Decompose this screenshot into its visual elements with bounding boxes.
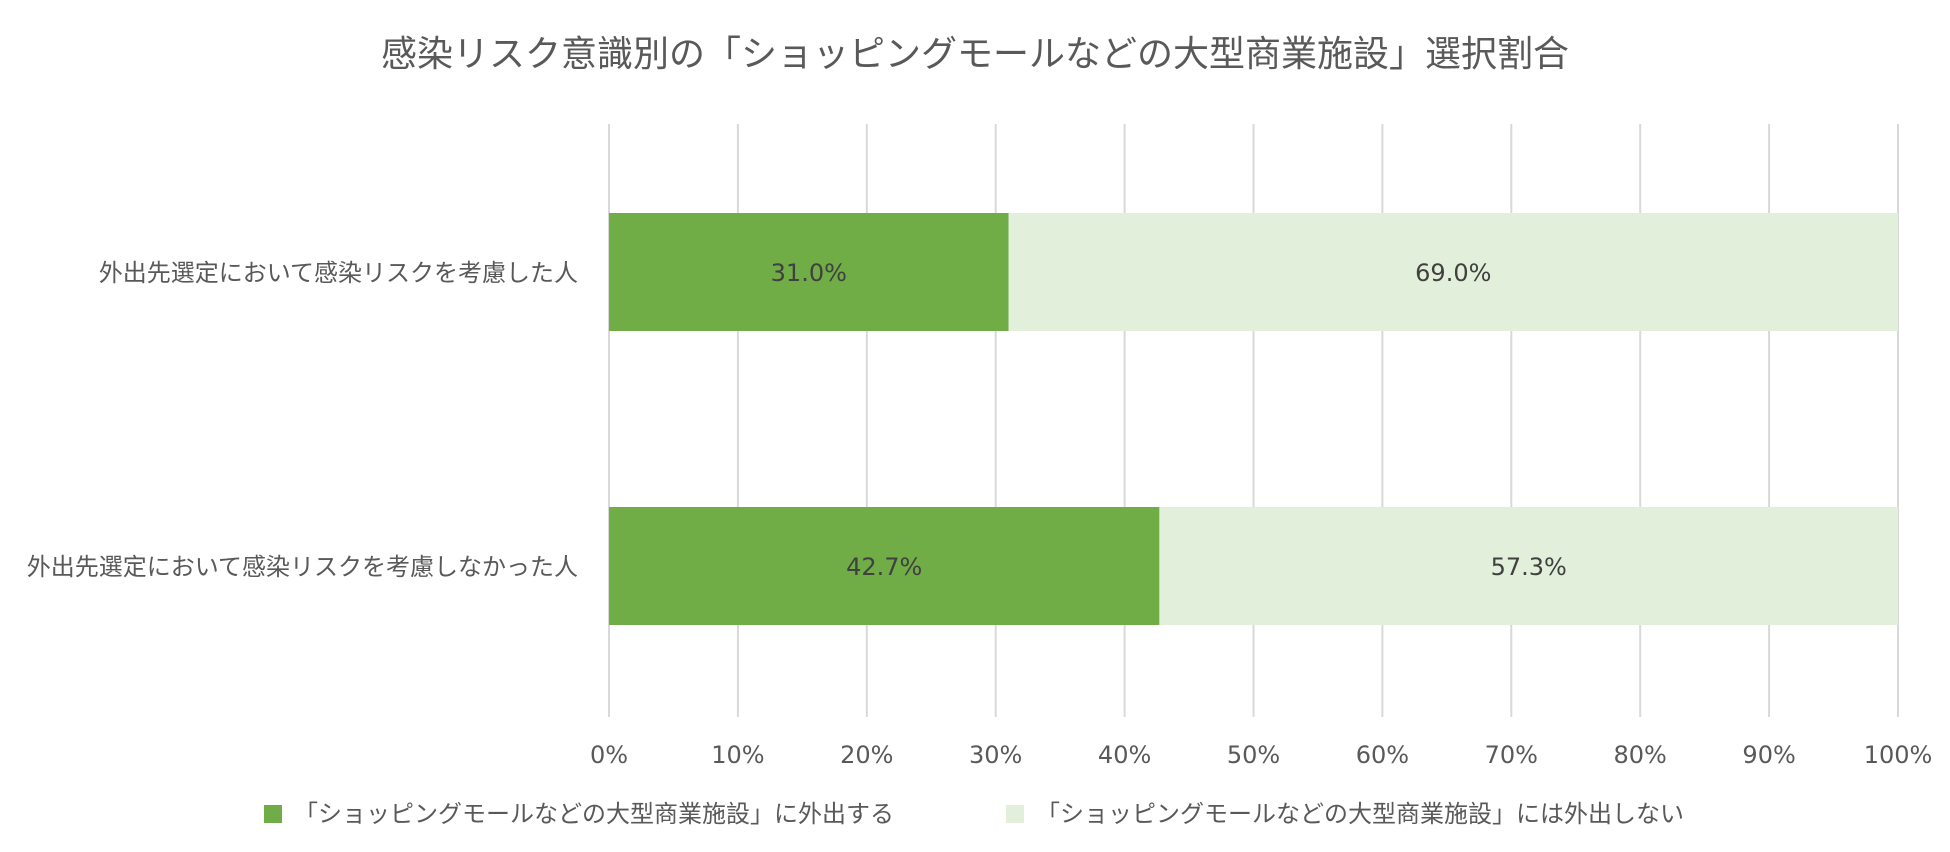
x-tick-label: 70% xyxy=(1485,741,1538,769)
legend: 「ショッピングモールなどの大型商業施設」に外出する 「ショッピングモールなどの大型… xyxy=(264,800,1684,828)
x-tick-label: 60% xyxy=(1356,741,1409,769)
gridlines xyxy=(608,124,1899,717)
x-tick-label: 0% xyxy=(590,741,628,769)
category-label: 外出先選定において感染リスクを考慮しなかった人 xyxy=(27,553,578,581)
x-tick-label: 100% xyxy=(1864,741,1933,769)
legend-swatch xyxy=(1006,805,1024,823)
data-label: 57.3% xyxy=(1491,553,1567,581)
bar-segment xyxy=(609,507,1160,625)
x-tick-label: 30% xyxy=(969,741,1022,769)
bars: 31.0% 69.0% 42.7% 57.3% xyxy=(609,213,1898,625)
legend-swatch xyxy=(264,805,282,823)
bar-segment xyxy=(1159,507,1898,625)
legend-label: 「ショッピングモールなどの大型商業施設」には外出しない xyxy=(1036,800,1684,828)
x-tick-label: 80% xyxy=(1614,741,1667,769)
data-label: 42.7% xyxy=(846,553,922,581)
bar-segment xyxy=(609,213,1009,331)
chart-title: 感染リスク意識別の「ショッピングモールなどの大型商業施設」選択割合 xyxy=(381,34,1569,75)
x-tick-label: 20% xyxy=(840,741,893,769)
x-tick-label: 10% xyxy=(711,741,764,769)
x-tick-label: 50% xyxy=(1227,741,1280,769)
x-tick-label: 40% xyxy=(1098,741,1151,769)
x-axis-tick-labels: 0% 10% 20% 30% 40% 50% 60% 70% 80% 90% 100% xyxy=(590,741,1932,769)
category-label: 外出先選定において感染リスクを考慮した人 xyxy=(99,259,578,287)
category-labels: 外出先選定において感染リスクを考慮した人外出先選定において感染リスクを考慮しなか… xyxy=(27,259,578,581)
bar-segment xyxy=(1008,213,1898,331)
data-label: 69.0% xyxy=(1415,259,1491,287)
data-label: 31.0% xyxy=(771,259,847,287)
x-tick-label: 90% xyxy=(1742,741,1795,769)
legend-label: 「ショッピングモールなどの大型商業施設」に外出する xyxy=(294,800,894,828)
